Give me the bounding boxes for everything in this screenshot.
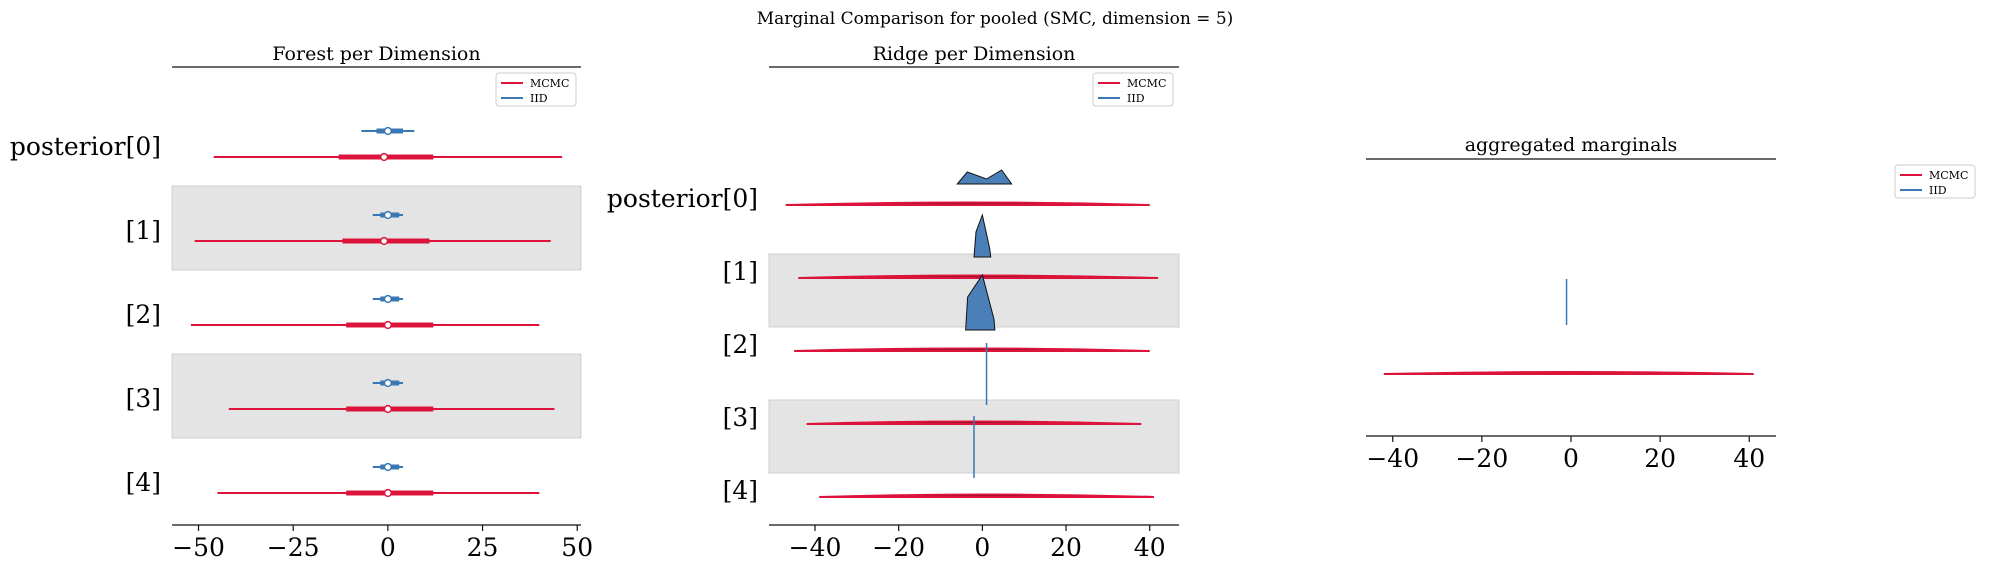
forest-x-tick-label: −50 <box>172 533 225 562</box>
agg-x-tick-label: −40 <box>1366 444 1419 473</box>
forest-legend-label: IID <box>530 92 548 105</box>
agg-x-tick-label: 0 <box>1563 444 1579 473</box>
agg-title: aggregated marginals <box>1465 134 1678 156</box>
figure-suptitle: Marginal Comparison for pooled (SMC, dim… <box>757 9 1234 29</box>
forest-mcmc-median-point <box>383 488 393 498</box>
ridge-x-tick-label: −20 <box>872 533 925 562</box>
ridge-row-label: posterior[0] <box>607 184 758 213</box>
ridge-legend-label: IID <box>1127 92 1145 105</box>
ridge-x-tick-label: −40 <box>789 533 842 562</box>
forest-row-band <box>171 185 582 271</box>
ridge-legend-label: MCMC <box>1127 77 1166 90</box>
ridge-mcmc-density <box>794 347 1150 352</box>
ridge-iid-density <box>973 213 992 258</box>
forest-legend-label: MCMC <box>530 77 569 90</box>
ridge-mcmc-density <box>819 493 1154 498</box>
agg-legend-label: IID <box>1929 184 1947 197</box>
agg-legend-label: MCMC <box>1929 169 1968 182</box>
ridge-iid-density <box>956 169 1013 185</box>
forest-plot-panel: Forest per Dimension posterior[0] [1] [2] [3… <box>10 43 593 562</box>
ridge-x-tick-label: 0 <box>974 533 990 562</box>
ridge-title: Ridge per Dimension <box>873 43 1076 65</box>
forest-x-tick-label: 25 <box>467 533 499 562</box>
aggregated-marginals-panel: aggregated marginals −40 −20 0 20 40 MCMC IID <box>1366 134 1976 473</box>
forest-row-label: [4] <box>126 468 161 497</box>
ridge-x-tick-label: 20 <box>1050 533 1082 562</box>
forest-iid-median-point <box>383 462 393 472</box>
agg-x-tick-label: −20 <box>1455 444 1508 473</box>
forest-row-label: [3] <box>126 384 161 413</box>
forest-row-label: [1] <box>126 216 161 245</box>
agg-x-tick-label: 40 <box>1733 444 1765 473</box>
forest-title: Forest per Dimension <box>272 43 480 65</box>
forest-row-label: posterior[0] <box>10 132 161 161</box>
agg-mcmc-density <box>1383 371 1754 375</box>
forest-mcmc-median-point <box>383 404 393 414</box>
forest-x-tick-label: 0 <box>380 533 396 562</box>
ridge-mcmc-density <box>785 201 1150 206</box>
forest-iid-median-point <box>383 210 393 220</box>
agg-x-tick-label: 20 <box>1644 444 1676 473</box>
forest-mcmc-median-point <box>379 152 389 162</box>
forest-x-tick-label: −25 <box>267 533 320 562</box>
ridge-mcmc-density <box>798 274 1159 279</box>
forest-iid-median-point <box>383 126 393 136</box>
forest-mcmc-median-point <box>383 320 393 330</box>
forest-row-label: [2] <box>126 300 161 329</box>
forest-row-band <box>171 353 582 439</box>
forest-mcmc-median-point <box>379 236 389 246</box>
ridge-plot-panel: Ridge per Dimension posterior[0] [1] [2] [3]… <box>607 43 1180 562</box>
ridge-x-tick-label: 40 <box>1134 533 1166 562</box>
ridge-row-label: [3] <box>723 403 758 432</box>
ridge-row-label: [4] <box>723 476 758 505</box>
forest-iid-median-point <box>383 294 393 304</box>
forest-x-tick-label: 50 <box>561 533 593 562</box>
ridge-row-label: [2] <box>723 330 758 359</box>
ridge-row-label: [1] <box>723 257 758 286</box>
forest-iid-median-point <box>383 378 393 388</box>
ridge-iid-density <box>965 273 996 331</box>
